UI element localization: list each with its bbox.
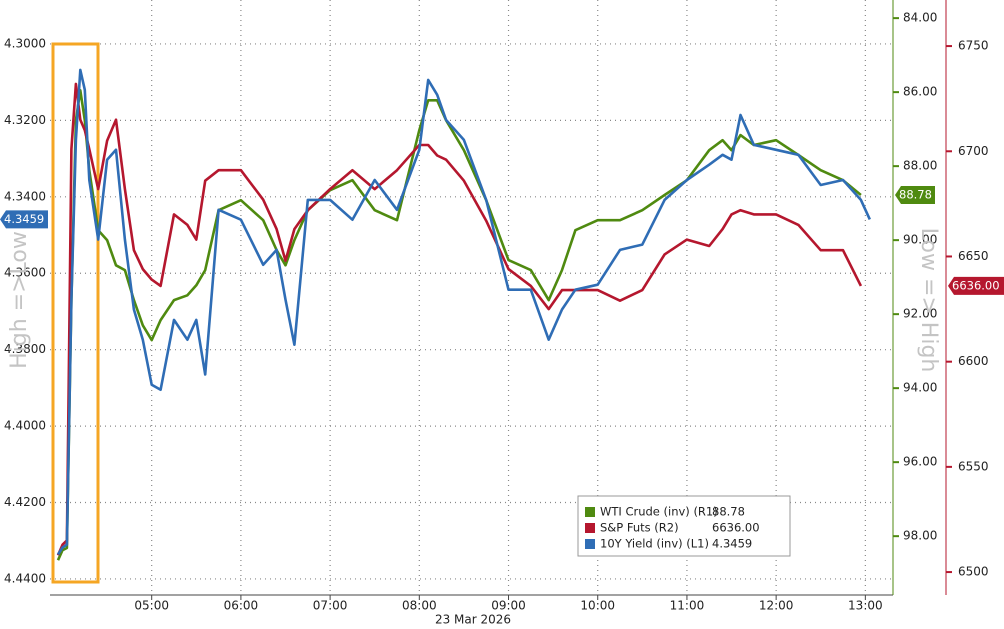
y-tick-label: 4.3000: [4, 36, 46, 50]
y2-tick-label: 92.00: [903, 307, 937, 321]
last-value-label: 4.3459: [4, 212, 44, 226]
last-value-tag: [948, 276, 1004, 295]
y3-tick-label: 6600: [958, 354, 989, 368]
x-axis-title: 23 Mar 2026: [435, 613, 511, 627]
last-value-tag: [0, 210, 48, 229]
x-tick-label: 09:00: [491, 599, 526, 613]
highlight-box: [51, 42, 100, 584]
y2-tick-label: 98.00: [903, 529, 937, 543]
series-line: [56, 89, 862, 561]
y-tick-label: 4.3600: [4, 266, 46, 280]
legend-value: 4.3459: [712, 537, 752, 551]
y-tick-label: 4.4400: [4, 571, 46, 585]
last-value-label: 6636.00: [952, 278, 1000, 292]
last-value-tag: [895, 186, 935, 205]
x-tick-label: 13:00: [848, 599, 883, 613]
y-tick-label: 4.4000: [4, 419, 46, 433]
last-value-label: 88.78: [899, 188, 932, 202]
y3-tick-label: 6700: [958, 144, 989, 158]
legend-swatch: [585, 539, 595, 549]
x-tick-label: 08:00: [402, 599, 437, 613]
x-tick-label: 06:00: [224, 599, 259, 613]
y2-tick-label: 94.00: [903, 381, 937, 395]
legend-swatch: [585, 507, 595, 517]
y2-tick-label: 86.00: [903, 85, 937, 99]
series-line: [56, 68, 871, 556]
y2-axis-title: Low => High: [916, 228, 941, 373]
y-tick-label: 4.3800: [4, 342, 46, 356]
x-tick-label: 07:00: [313, 599, 348, 613]
y-tick-label: 4.3200: [4, 113, 46, 127]
y-tick-label: 4.3400: [4, 189, 46, 203]
x-tick-label: 11:00: [670, 599, 705, 613]
y3-tick-label: 6750: [958, 39, 989, 53]
y2-tick-label: 90.00: [903, 233, 937, 247]
legend-box: [577, 495, 791, 557]
legend-label: S&P Futs (R2): [600, 521, 679, 535]
y3-tick-label: 6500: [958, 565, 989, 579]
x-tick-label: 12:00: [759, 599, 794, 613]
y3-tick-label: 6650: [958, 249, 989, 263]
y-axis-title: High =>Low: [7, 231, 32, 369]
plot: 88.78 6636.00 4.3459: [0, 68, 1004, 561]
y2-tick-label: 96.00: [903, 455, 937, 469]
y2-tick-label: 88.00: [903, 159, 937, 173]
x-tick-label: 10:00: [580, 599, 615, 613]
legend-swatch: [585, 523, 595, 533]
y-tick-label: 4.4200: [4, 495, 46, 509]
series-line: [56, 82, 863, 556]
legend-label: WTI Crude (inv) (R1): [600, 505, 718, 519]
legend: WTI Crude (inv) (R1)88.78 S&P Futs (R2) 66…: [577, 495, 791, 557]
x-tick-label: 05:00: [134, 599, 169, 613]
legend-label: 10Y Yield (inv) (L1): [600, 537, 709, 551]
legend-value: 6636.00: [712, 521, 760, 535]
legend-value: 88.78: [712, 505, 745, 519]
y3-tick-label: 6550: [958, 459, 989, 473]
y2-tick-label: 84.00: [903, 11, 937, 25]
